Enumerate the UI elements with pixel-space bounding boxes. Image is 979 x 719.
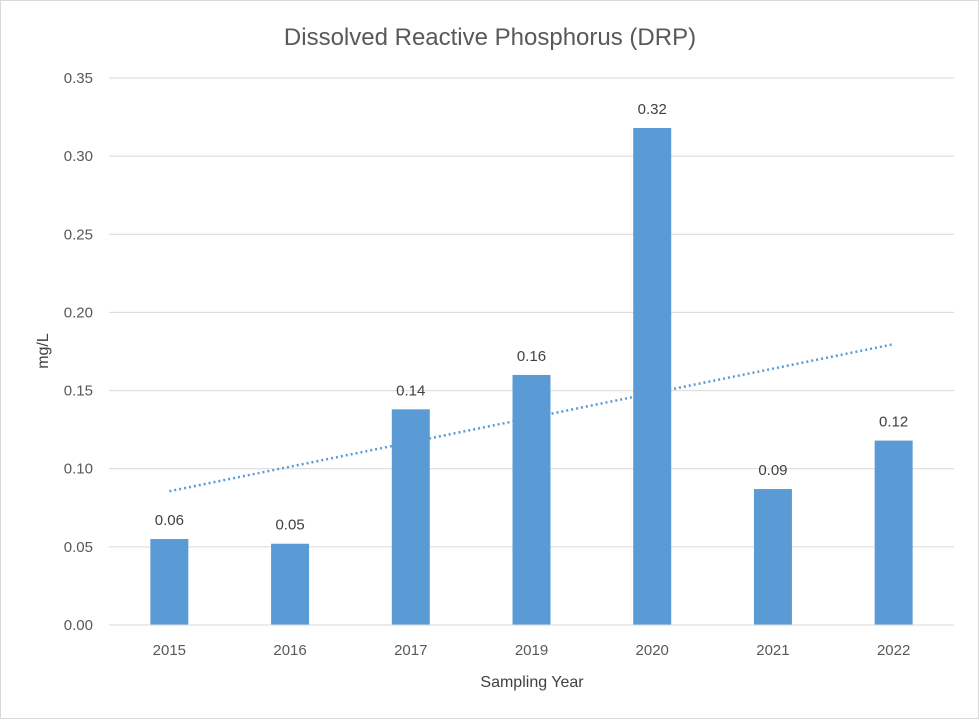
bar xyxy=(874,440,913,625)
bar xyxy=(391,409,430,625)
data-label: 0.05 xyxy=(275,517,304,534)
bar xyxy=(150,539,189,625)
bars xyxy=(150,128,913,626)
x-tick-label: 2022 xyxy=(877,642,910,659)
data-label: 0.06 xyxy=(155,512,184,529)
trendline xyxy=(169,342,894,493)
x-tick-label: 2019 xyxy=(515,642,548,659)
y-axis-ticks: 0.00 0.05 0.10 0.15 0.20 0.25 0.30 0.35 xyxy=(64,70,93,634)
y-tick-label: 0.25 xyxy=(64,226,93,243)
bar xyxy=(271,543,310,625)
x-tick-label: 2020 xyxy=(636,642,669,659)
data-label: 0.16 xyxy=(517,348,546,365)
data-label: 0.12 xyxy=(879,414,908,431)
y-tick-label: 0.10 xyxy=(64,461,93,478)
chart-title: Dissolved Reactive Phosphorus (DRP) xyxy=(284,24,696,51)
bar xyxy=(633,128,672,626)
y-tick-label: 0.20 xyxy=(64,304,93,321)
x-tick-label: 2015 xyxy=(153,642,186,659)
data-label: 0.14 xyxy=(396,382,425,399)
x-axis-ticks: 2015 2016 2017 2019 2020 2021 2022 xyxy=(153,642,911,659)
x-tick-label: 2021 xyxy=(756,642,789,659)
y-tick-label: 0.15 xyxy=(64,383,93,400)
gridlines xyxy=(109,77,954,548)
x-tick-label: 2017 xyxy=(394,642,427,659)
data-label: 0.09 xyxy=(758,462,787,479)
bar xyxy=(512,374,551,625)
data-labels: 0.06 0.05 0.14 0.16 0.32 0.09 0.12 xyxy=(155,101,908,534)
x-tick-label: 2016 xyxy=(273,642,306,659)
data-label: 0.32 xyxy=(638,101,667,118)
bar xyxy=(753,489,792,625)
x-axis-title: Sampling Year xyxy=(480,674,584,691)
y-tick-label: 0.35 xyxy=(64,70,93,87)
y-tick-label: 0.00 xyxy=(64,617,93,634)
y-axis-title: mg/L xyxy=(35,333,52,369)
y-tick-label: 0.30 xyxy=(64,148,93,165)
y-tick-label: 0.05 xyxy=(64,539,93,556)
